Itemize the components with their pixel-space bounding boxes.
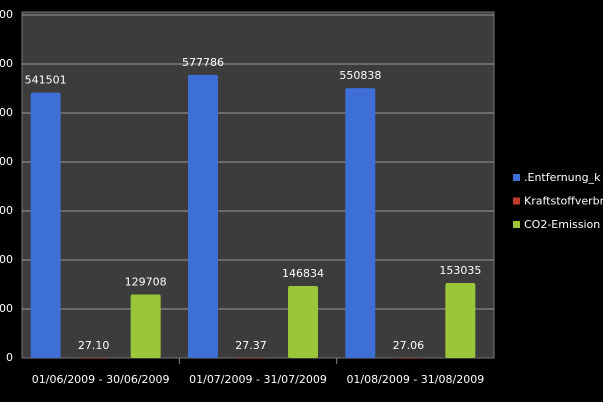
data-label: 27.06 — [393, 339, 425, 352]
y-tick-label: 700000 — [0, 8, 13, 21]
x-tick-label: 01/07/2009 - 31/07/2009 — [189, 373, 327, 386]
data-label: 129708 — [125, 275, 167, 288]
bar — [130, 294, 161, 358]
legend-label: .Entfernung_k — [524, 171, 601, 184]
bar — [236, 357, 266, 359]
data-label: 27.37 — [235, 339, 267, 352]
data-label: 550838 — [339, 69, 381, 82]
y-tick-label: 0 — [6, 351, 13, 364]
y-tick-label: 100000 — [0, 302, 13, 315]
x-tick-label: 01/08/2009 - 31/08/2009 — [346, 373, 484, 386]
legend-label: CO2-Emission — [524, 218, 600, 231]
bar — [78, 357, 109, 359]
bar — [30, 92, 61, 358]
data-label: 146834 — [282, 267, 324, 280]
bar — [445, 283, 476, 358]
bar — [288, 286, 318, 358]
data-label: 541501 — [25, 74, 67, 87]
bar — [188, 74, 218, 358]
y-tick-label: 600000 — [0, 57, 13, 70]
legend-swatch — [513, 174, 520, 181]
y-tick-label: 200000 — [0, 253, 13, 266]
x-tick-label: 01/06/2009 - 30/06/2009 — [32, 373, 170, 386]
y-tick-label: 300000 — [0, 204, 13, 217]
bar — [345, 88, 376, 358]
y-tick-label: 400000 — [0, 155, 13, 168]
legend-swatch — [513, 197, 520, 205]
y-tick-label: 500000 — [0, 106, 13, 119]
data-label: 577786 — [182, 56, 224, 69]
bar — [393, 357, 424, 359]
data-label: 153035 — [439, 264, 481, 277]
legend-label: Kraftstoffverbr — [524, 195, 603, 208]
plot-area — [21, 11, 495, 359]
legend-swatch — [513, 221, 520, 228]
data-label: 27.10 — [78, 339, 110, 352]
